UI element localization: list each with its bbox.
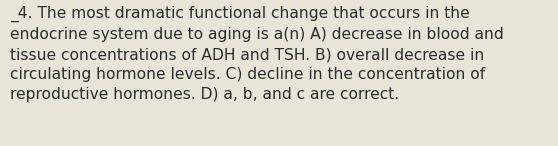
Text: _4. The most dramatic functional change that occurs in the
endocrine system due : _4. The most dramatic functional change … — [10, 6, 504, 102]
